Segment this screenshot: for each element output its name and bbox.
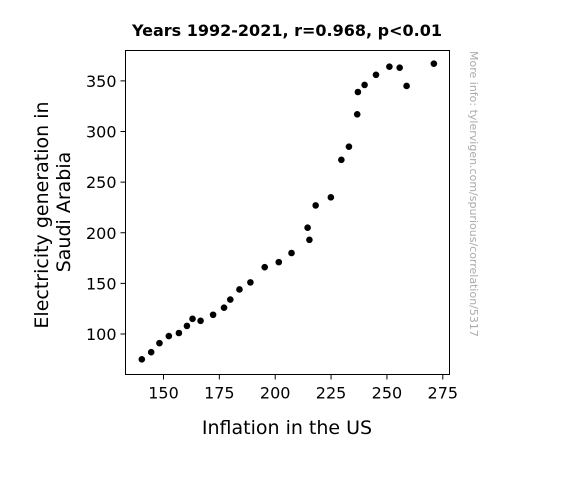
y-tick-label: 150 bbox=[86, 274, 117, 293]
data-points bbox=[138, 60, 438, 363]
y-tick-label: 250 bbox=[86, 173, 117, 192]
data-point bbox=[147, 348, 155, 356]
data-point bbox=[338, 156, 345, 164]
data-point bbox=[361, 81, 368, 89]
y-tick-label: 350 bbox=[86, 72, 117, 91]
y-tick-label: 100 bbox=[86, 325, 117, 344]
x-tick-label: 275 bbox=[428, 384, 459, 403]
data-point bbox=[209, 311, 217, 319]
data-point bbox=[386, 63, 393, 70]
data-point bbox=[220, 304, 228, 311]
watermark-text: More info: tylervigen.com/spurious/corre… bbox=[467, 51, 480, 337]
data-point bbox=[156, 339, 163, 347]
data-point bbox=[138, 356, 146, 363]
y-axis-title-line-1: Electricity generation in bbox=[31, 101, 53, 328]
data-point bbox=[236, 286, 243, 293]
data-point bbox=[197, 317, 204, 325]
data-point bbox=[261, 263, 269, 271]
data-point bbox=[306, 236, 313, 244]
y-axis-title-line-2: Saudi Arabia bbox=[53, 152, 75, 273]
x-tick-label: 175 bbox=[204, 384, 235, 403]
data-point bbox=[189, 315, 196, 323]
data-point bbox=[372, 71, 380, 79]
x-tick-label: 200 bbox=[260, 384, 291, 403]
x-axis-title: Inflation in the US bbox=[202, 417, 372, 439]
data-point bbox=[275, 258, 283, 266]
data-point bbox=[345, 143, 353, 150]
data-point bbox=[353, 110, 361, 118]
x-axis-ticks: 150 175 200 225 250 275 bbox=[148, 374, 459, 403]
data-point bbox=[247, 279, 254, 286]
y-tick-label: 200 bbox=[86, 224, 117, 243]
data-point bbox=[304, 224, 311, 231]
data-point bbox=[183, 322, 191, 330]
data-point bbox=[226, 296, 234, 303]
x-tick-label: 225 bbox=[316, 384, 347, 403]
x-tick-label: 250 bbox=[372, 384, 403, 403]
x-tick-label: 150 bbox=[148, 384, 179, 403]
data-point bbox=[403, 82, 410, 90]
data-point bbox=[175, 329, 183, 337]
data-point bbox=[396, 64, 403, 72]
data-point bbox=[327, 194, 335, 201]
data-point bbox=[430, 60, 438, 67]
y-axis-ticks: 100 150 200 250 300 350 bbox=[86, 72, 126, 344]
y-axis-title: Electricity generation in Saudi Arabia bbox=[31, 95, 75, 328]
data-point bbox=[165, 332, 173, 340]
plot-frame bbox=[125, 50, 450, 375]
chart-title: Years 1992-2021, r=0.968, p<0.01 bbox=[131, 21, 442, 40]
data-point bbox=[354, 88, 362, 96]
data-point bbox=[288, 249, 295, 257]
y-tick-label: 300 bbox=[86, 123, 117, 142]
data-point bbox=[312, 202, 319, 209]
